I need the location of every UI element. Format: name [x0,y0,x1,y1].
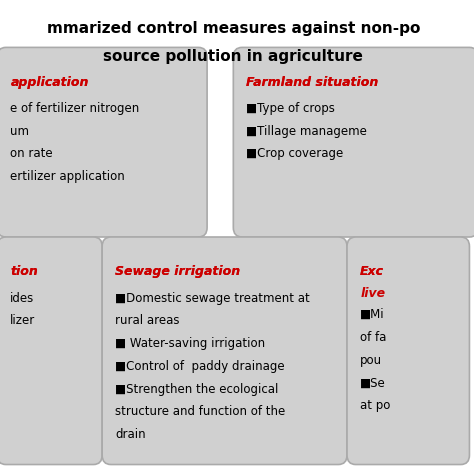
Text: live: live [360,287,385,300]
Text: Farmland situation: Farmland situation [246,76,379,89]
Text: rural areas: rural areas [115,314,180,327]
Text: of fa: of fa [360,331,386,344]
FancyBboxPatch shape [0,47,207,237]
Text: source pollution in agriculture: source pollution in agriculture [103,49,363,64]
Text: Farmland situation: Farmland situation [246,76,379,89]
Text: mmarized control measures against non-po: mmarized control measures against non-po [46,21,420,36]
Text: pou: pou [360,354,382,366]
Text: at po: at po [360,399,391,412]
FancyBboxPatch shape [0,237,102,465]
Text: Exc: Exc [360,265,384,278]
Text: Sewage irrigation: Sewage irrigation [115,265,240,278]
FancyBboxPatch shape [347,237,469,465]
Text: Exc: Exc [360,265,384,278]
Text: application: application [10,76,89,89]
Text: e of fertilizer nitrogen: e of fertilizer nitrogen [10,102,139,115]
Text: tion: tion [10,265,38,278]
Text: um: um [10,125,29,137]
Text: drain: drain [115,428,146,441]
Text: ■Tillage manageme: ■Tillage manageme [246,125,367,137]
Text: Sewage irrigation: Sewage irrigation [115,265,240,278]
Text: ■Se: ■Se [360,376,386,389]
Text: ■Crop coverage: ■Crop coverage [246,147,344,160]
FancyBboxPatch shape [233,47,474,237]
Text: on rate: on rate [10,147,53,160]
Text: tion: tion [10,265,38,278]
FancyBboxPatch shape [102,237,347,465]
Text: ■Mi: ■Mi [360,308,385,321]
Text: ■Domestic sewage treatment at: ■Domestic sewage treatment at [115,292,310,304]
Text: ■Strengthen the ecological: ■Strengthen the ecological [115,383,279,395]
Text: ■Control of  paddy drainage: ■Control of paddy drainage [115,360,285,373]
Text: ■ Water-saving irrigation: ■ Water-saving irrigation [115,337,265,350]
Text: lizer: lizer [10,314,36,327]
Text: ides: ides [10,292,35,304]
Text: application: application [10,76,89,89]
Text: structure and function of the: structure and function of the [115,405,285,418]
Text: ■Type of crops: ■Type of crops [246,102,335,115]
Text: ertilizer application: ertilizer application [10,170,125,183]
